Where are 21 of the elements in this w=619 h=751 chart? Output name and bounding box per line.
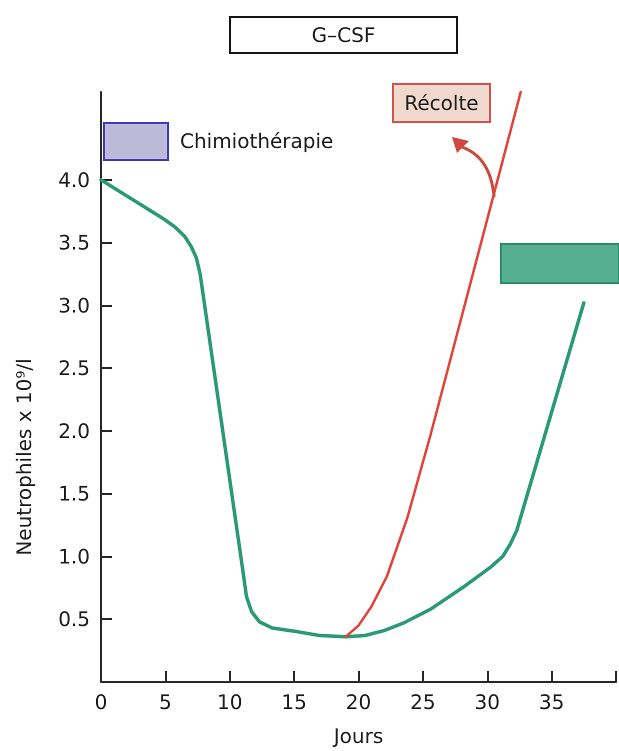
x-tick-label: 20 [346, 690, 372, 714]
x-tick-label: 10 [217, 690, 242, 714]
y-tick-label: 3.5 [58, 230, 90, 255]
line-series [99, 178, 586, 639]
y-axis-title: Neutrophiles x 10⁹/l [12, 358, 36, 556]
x-axis-title: Jours [332, 724, 384, 748]
y-tick-label: 0.5 [58, 607, 90, 632]
x-tick-label: 35 [538, 690, 564, 714]
annotation: Chimiothérapie [180, 128, 334, 155]
y-tick-label: 1.5 [58, 482, 90, 506]
x-tick-label: 0 [94, 690, 108, 714]
y-tick-label: 4.0 [58, 168, 90, 192]
x-tick-label: 30 [474, 690, 500, 714]
y-tick-label: 1.0 [58, 544, 90, 568]
x-tick-label: 25 [410, 690, 436, 714]
x-tick-label: 15 [281, 690, 307, 714]
y-tick-label: 2.5 [58, 356, 90, 380]
y-tick-label: 2.0 [58, 418, 90, 443]
x-tick-label: 5 [159, 690, 172, 714]
y-tick-label: 3.0 [58, 293, 90, 318]
line-series [344, 90, 522, 638]
